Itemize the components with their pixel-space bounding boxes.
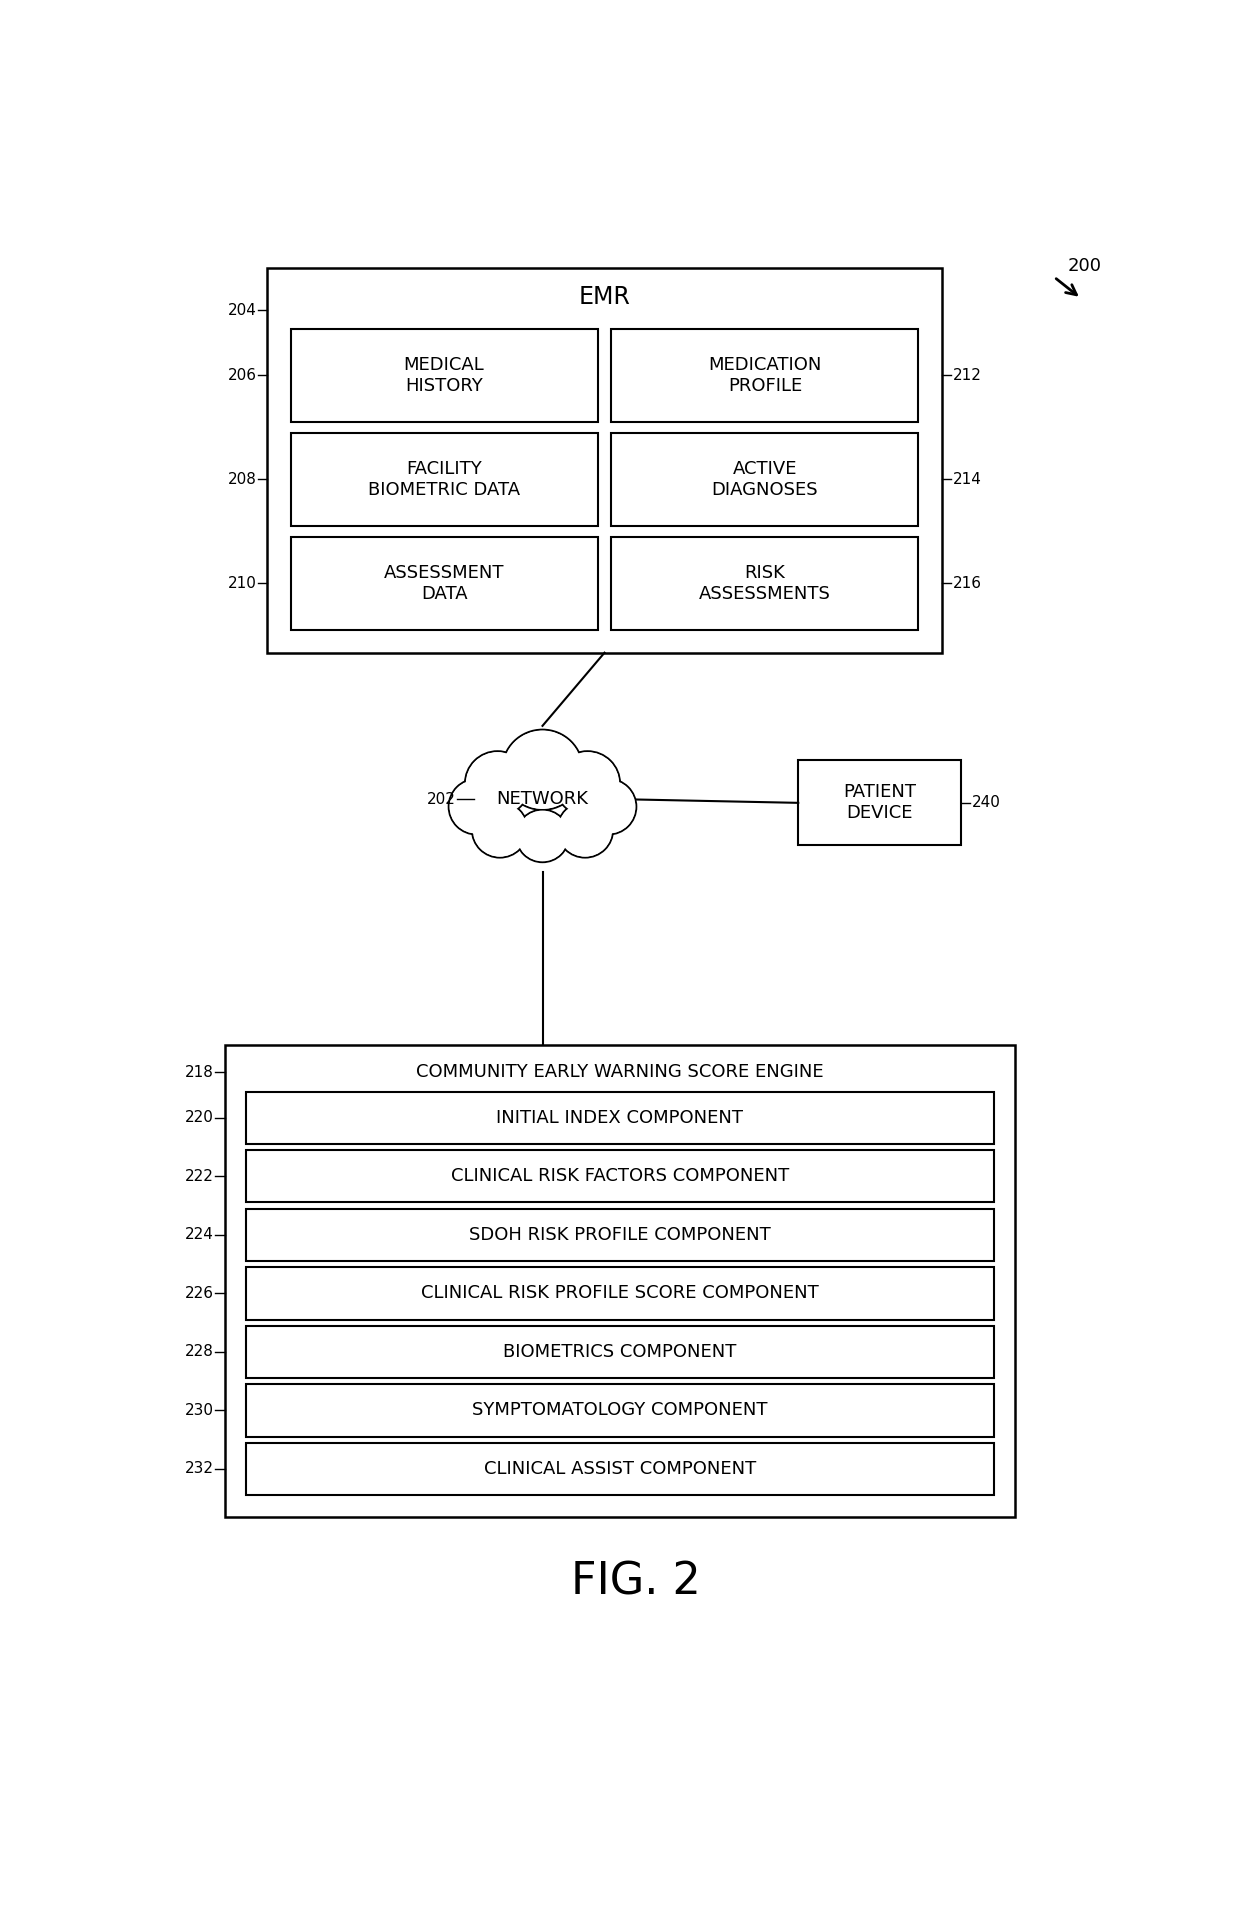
Bar [611,537,919,630]
Text: BIOMETRICS COMPONENT: BIOMETRICS COMPONENT [503,1343,737,1360]
Circle shape [503,730,582,810]
Bar [290,329,598,422]
Circle shape [556,753,619,816]
Text: 216: 216 [952,577,982,590]
Text: CLINICAL RISK FACTORS COMPONENT: CLINICAL RISK FACTORS COMPONENT [451,1167,789,1186]
Text: COMMUNITY EARLY WARNING SCORE ENGINE: COMMUNITY EARLY WARNING SCORE ENGINE [417,1064,823,1081]
Text: CLINICAL RISK PROFILE SCORE COMPONENT: CLINICAL RISK PROFILE SCORE COMPONENT [422,1284,818,1303]
Text: 224: 224 [185,1228,215,1242]
Bar [247,1326,993,1377]
Text: 212: 212 [952,369,981,384]
Text: 222: 222 [185,1169,215,1184]
Text: 210: 210 [228,577,257,590]
Circle shape [580,779,636,835]
Bar [290,537,598,630]
Text: 200: 200 [1068,258,1102,275]
Text: EMR: EMR [579,285,630,309]
Circle shape [449,779,505,835]
Circle shape [472,802,528,858]
Bar [247,1150,993,1203]
Bar [247,1209,993,1261]
Text: 226: 226 [185,1285,215,1301]
Circle shape [472,802,527,858]
Text: 240: 240 [972,795,1001,810]
Text: 232: 232 [185,1461,215,1476]
Text: 230: 230 [185,1402,215,1417]
Text: 214: 214 [952,472,981,487]
Text: 218: 218 [185,1066,215,1079]
Text: 220: 220 [185,1110,215,1125]
Circle shape [558,802,613,858]
Circle shape [516,810,569,861]
Text: 206: 206 [227,369,257,384]
Text: 204: 204 [228,302,257,317]
Bar [247,1093,993,1144]
Bar [611,329,919,422]
Circle shape [450,779,503,833]
Circle shape [465,751,531,816]
Text: NETWORK: NETWORK [496,791,589,808]
Bar [611,434,919,525]
Text: SDOH RISK PROFILE COMPONENT: SDOH RISK PROFILE COMPONENT [469,1226,771,1243]
Text: MEDICAL
HISTORY: MEDICAL HISTORY [404,355,485,395]
Text: FACILITY
BIOMETRIC DATA: FACILITY BIOMETRIC DATA [368,460,520,499]
Text: MEDICATION
PROFILE: MEDICATION PROFILE [708,355,822,395]
Bar [799,760,961,846]
Text: RISK
ASSESSMENTS: RISK ASSESSMENTS [699,563,831,604]
Text: FIG. 2: FIG. 2 [570,1560,701,1604]
Circle shape [582,779,635,833]
Text: INITIAL INDEX COMPONENT: INITIAL INDEX COMPONENT [496,1110,744,1127]
Text: 208: 208 [228,472,257,487]
Text: ASSESSMENT
DATA: ASSESSMENT DATA [384,563,505,604]
Bar [247,1385,993,1436]
Text: 202: 202 [427,791,456,806]
Bar [247,1442,993,1496]
Bar [268,267,941,653]
Circle shape [556,751,620,816]
Circle shape [557,802,613,858]
Text: 228: 228 [185,1345,215,1360]
Circle shape [517,810,568,861]
Text: PATIENT
DEVICE: PATIENT DEVICE [843,783,916,821]
Bar [247,1266,993,1320]
Text: SYMPTOMATOLOGY COMPONENT: SYMPTOMATOLOGY COMPONENT [472,1402,768,1419]
Circle shape [466,753,529,816]
Bar [290,434,598,525]
Text: ACTIVE
DIAGNOSES: ACTIVE DIAGNOSES [712,460,818,499]
Bar [224,1045,1016,1517]
Text: CLINICAL ASSIST COMPONENT: CLINICAL ASSIST COMPONENT [484,1459,756,1478]
Circle shape [502,730,583,810]
